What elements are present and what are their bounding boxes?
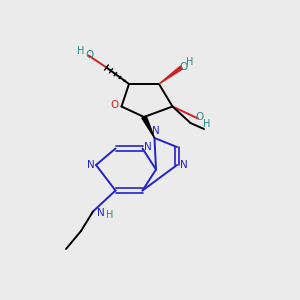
Text: O: O — [195, 112, 204, 122]
Text: N: N — [97, 208, 104, 218]
Text: N: N — [180, 160, 188, 170]
Text: H: H — [106, 210, 113, 220]
Text: N: N — [152, 126, 160, 136]
Text: O: O — [111, 100, 119, 110]
Text: O: O — [86, 50, 94, 61]
Text: H: H — [77, 46, 85, 56]
Text: H: H — [186, 57, 194, 67]
Text: H: H — [203, 119, 210, 129]
Text: N: N — [144, 142, 152, 152]
Polygon shape — [159, 66, 183, 84]
Polygon shape — [142, 116, 155, 138]
Text: O: O — [179, 62, 187, 73]
Text: N: N — [87, 160, 94, 170]
